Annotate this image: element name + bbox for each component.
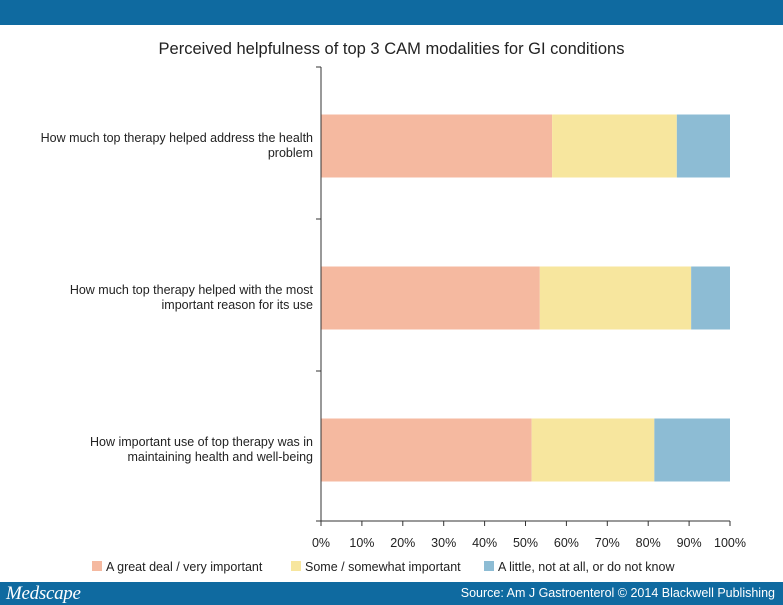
legend-label-3: A little, not at all, or do not know <box>498 560 675 574</box>
category-label-line: How much top therapy helped with the mos… <box>70 283 314 297</box>
x-tick-label-1: 0% <box>312 536 330 550</box>
stacked-bar-chart: How much top therapy helped address the … <box>41 66 746 574</box>
x-tick-label-3: 20% <box>390 536 415 550</box>
x-tick-label-2: 10% <box>349 536 374 550</box>
x-tick-label-5: 40% <box>472 536 497 550</box>
bar-segment-2-series-1 <box>321 266 540 330</box>
x-tick-label-6: 50% <box>513 536 538 550</box>
legend-label-2: Some / somewhat important <box>305 560 461 574</box>
bar-segment-3-series-3 <box>654 418 730 482</box>
bar-segment-1-series-3 <box>676 114 730 178</box>
category-label-3: How important use of top therapy was in m… <box>90 435 313 464</box>
bar-segment-1-series-2 <box>552 114 677 178</box>
category-label-2: How much top therapy helped with the mos… <box>70 283 314 312</box>
legend-swatch-1 <box>92 561 102 571</box>
source-citation: Source: Am J Gastroenterol © 2014 Blackw… <box>460 586 775 600</box>
x-tick-label-4: 30% <box>431 536 456 550</box>
legend-label-1: A great deal / very important <box>106 560 263 574</box>
x-tick-label-8: 70% <box>595 536 620 550</box>
legend-swatch-3 <box>484 561 494 571</box>
x-tick-label-10: 90% <box>677 536 702 550</box>
footer-bar: Medscape Source: Am J Gastroenterol © 20… <box>0 582 783 605</box>
bar-segment-3-series-1 <box>321 418 532 482</box>
category-label-1: How much top therapy helped address the … <box>41 131 313 160</box>
category-label-line: problem <box>268 146 313 160</box>
bar-segment-3-series-2 <box>531 418 655 482</box>
bar-segment-1-series-1 <box>321 114 553 178</box>
bar-segment-2-series-2 <box>539 266 692 330</box>
chart-title: Perceived helpfulness of top 3 CAM modal… <box>158 40 625 58</box>
medscape-logo: Medscape <box>6 583 81 604</box>
x-tick-label-9: 80% <box>636 536 661 550</box>
category-label-line: How important use of top therapy was in <box>90 435 313 449</box>
bar-segment-2-series-3 <box>691 266 730 330</box>
legend-swatch-2 <box>291 561 301 571</box>
category-label-line: How much top therapy helped address the … <box>41 131 313 145</box>
category-label-line: important reason for its use <box>162 298 314 312</box>
x-tick-label-7: 60% <box>554 536 579 550</box>
category-label-line: maintaining health and well-being <box>127 450 313 464</box>
top-banner <box>0 0 783 25</box>
x-tick-label-11: 100% <box>714 536 746 550</box>
